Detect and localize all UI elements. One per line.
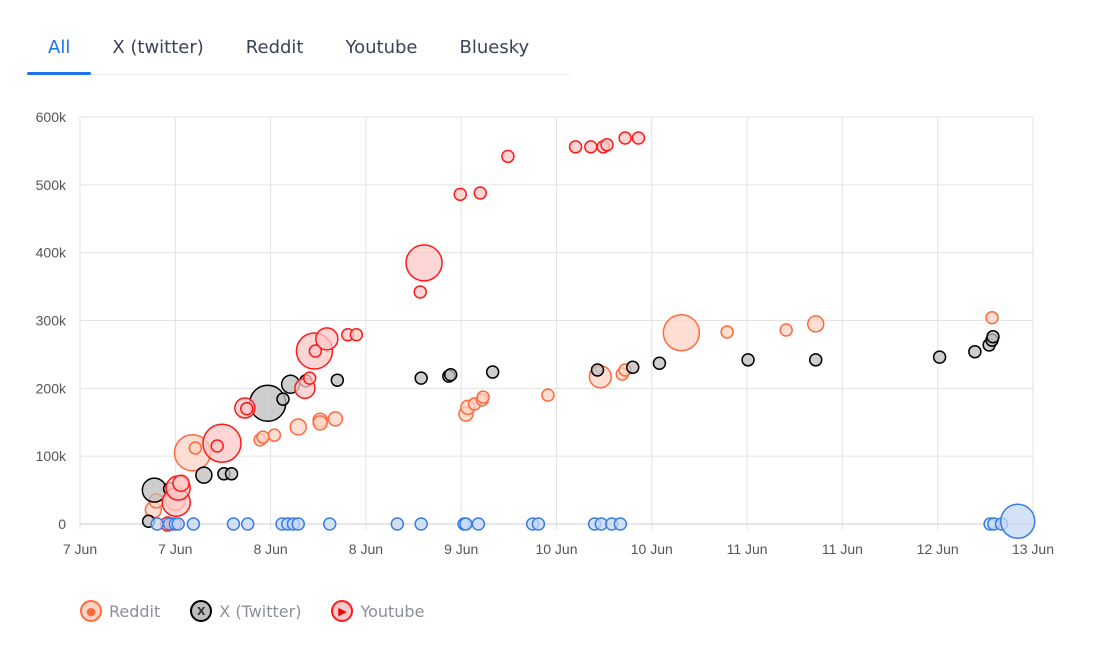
data-point-x-twitter — [808, 353, 823, 367]
tab-youtube[interactable]: Youtube — [345, 37, 418, 58]
data-point-youtube — [584, 140, 598, 154]
data-point-x-twitter — [485, 365, 500, 379]
data-point-x-twitter — [625, 360, 640, 375]
tab-all[interactable]: All — [27, 28, 92, 75]
y-tick-label: 400k — [36, 245, 67, 261]
data-point-youtube — [413, 285, 427, 299]
data-point-youtube — [501, 149, 515, 164]
data-point-bluesky — [322, 517, 337, 531]
data-point-bluesky — [226, 517, 241, 531]
data-point-reddit — [662, 313, 701, 352]
data-point-reddit — [779, 323, 793, 337]
youtube-icon: ▶ — [331, 600, 354, 622]
data-point-bluesky — [414, 517, 428, 531]
data-point-x-twitter — [932, 350, 947, 364]
x-tick-label: 12 Jun — [917, 541, 959, 557]
y-tick-label: 300k — [36, 313, 67, 329]
x-tick-label: 13 Jun — [1012, 541, 1054, 557]
legend-reddit[interactable]: ● Reddit — [80, 600, 160, 622]
data-point-bluesky — [531, 517, 546, 531]
data-point-x-twitter — [443, 368, 458, 382]
data-point-bluesky — [471, 517, 486, 531]
data-point-x-twitter — [330, 373, 345, 387]
data-point-x-twitter — [590, 363, 605, 377]
data-point-bluesky — [240, 517, 255, 531]
x-tick-label: 10 Jun — [631, 541, 673, 557]
x-tick-label: 10 Jun — [535, 541, 577, 557]
data-point-x-twitter — [652, 356, 667, 370]
data-point-bluesky — [390, 517, 405, 531]
data-point-reddit — [720, 325, 734, 339]
platform-tabs: All X (twitter) Reddit Youtube Bluesky — [27, 28, 570, 75]
data-point-youtube — [453, 187, 467, 202]
x-tick-label: 11 Jun — [822, 541, 863, 557]
y-tick-label: 0 — [58, 516, 66, 532]
data-point-youtube — [172, 474, 190, 493]
y-tick-label: 600k — [36, 109, 67, 125]
data-point-x-twitter — [276, 392, 290, 406]
data-point-reddit — [267, 428, 282, 442]
data-point-youtube — [473, 186, 488, 200]
data-point-youtube — [315, 327, 339, 351]
reddit-icon: ● — [80, 600, 102, 622]
tab-bluesky[interactable]: Bluesky — [459, 37, 530, 58]
data-point-youtube — [568, 140, 583, 154]
data-point-reddit — [327, 411, 344, 427]
x-tick-label: 8 Jun — [253, 541, 287, 557]
x-tick-label: 7 Jun — [158, 541, 192, 557]
data-point-reddit — [289, 418, 307, 436]
data-point-reddit — [256, 430, 270, 444]
data-point-bluesky — [1000, 503, 1036, 540]
y-tick-label: 500k — [36, 177, 67, 193]
data-point-bluesky — [171, 517, 185, 531]
data-point-youtube — [302, 371, 317, 385]
data-point-reddit — [806, 315, 825, 333]
x-tick-label: 7 Jun — [63, 541, 97, 557]
data-point-youtube — [240, 401, 254, 416]
data-point-youtube — [618, 131, 632, 145]
legend-label: X (Twitter) — [219, 601, 302, 621]
tab-x-twitter[interactable]: X (twitter) — [112, 37, 204, 58]
legend-label: Youtube — [360, 601, 425, 621]
data-point-x-twitter — [195, 466, 213, 484]
y-tick-label: 100k — [36, 448, 67, 464]
x-tick-label: 9 Jun — [444, 541, 478, 557]
data-point-youtube — [631, 131, 646, 145]
legend-youtube[interactable]: ▶ Youtube — [331, 600, 424, 622]
y-tick-label: 200k — [36, 380, 67, 396]
data-point-bluesky — [150, 517, 164, 531]
data-point-youtube — [210, 439, 224, 453]
data-point-reddit — [541, 388, 555, 402]
data-point-x-twitter — [986, 330, 1000, 344]
data-point-reddit — [312, 415, 328, 431]
data-point-x-twitter — [968, 344, 982, 359]
data-point-reddit — [985, 311, 999, 325]
x-icon: X — [190, 600, 213, 622]
tab-reddit[interactable]: Reddit — [245, 37, 304, 58]
data-point-bluesky — [291, 517, 305, 531]
data-point-youtube — [349, 327, 364, 342]
chart-legend: ● Reddit X X (Twitter) ▶ Youtube — [80, 600, 424, 622]
data-point-x-twitter — [741, 353, 755, 367]
legend-label: Reddit — [109, 601, 161, 621]
data-point-reddit — [476, 390, 490, 404]
data-point-reddit — [188, 441, 203, 455]
legend-x-twitter[interactable]: X X (Twitter) — [190, 600, 301, 622]
x-tick-label: 8 Jun — [349, 541, 383, 557]
data-point-youtube — [600, 138, 614, 152]
bubble-chart: 0 100k 200k 300k 400k 500k 600k 7 Jun 7 Jun 8 Jun… — [36, 109, 1054, 557]
data-point-bluesky — [459, 517, 473, 531]
data-point-youtube — [405, 244, 443, 282]
data-point-x-twitter — [414, 371, 428, 385]
data-point-bluesky — [186, 517, 201, 531]
data-point-x-twitter — [224, 467, 239, 481]
x-tick-label: 11 Jun — [727, 541, 768, 557]
data-point-youtube — [308, 344, 323, 358]
data-point-bluesky — [613, 517, 628, 531]
